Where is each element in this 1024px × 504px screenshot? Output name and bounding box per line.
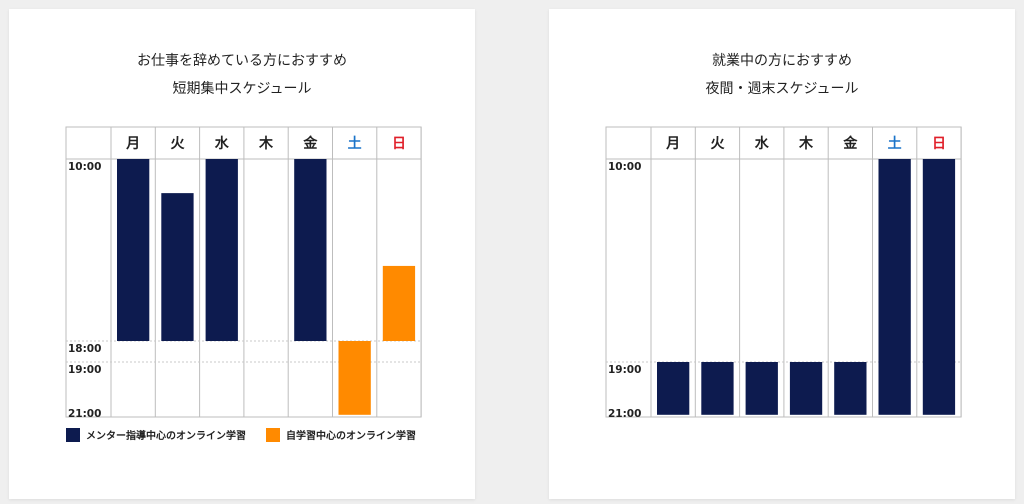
right-day-header: 火	[710, 136, 725, 152]
left-day-header: 金	[302, 135, 318, 152]
left-schedule-grid: 月 火 水 木 金 土 日 10:00 18:00 19:00 21:00	[9, 9, 475, 499]
left-time-label: 18:00	[68, 343, 101, 355]
left-day-header: 月	[125, 136, 140, 152]
legend-self-label: 自学習中心のオンライン学習	[286, 431, 416, 442]
right-bar-mentor	[878, 159, 911, 415]
left-time-label: 10:00	[68, 161, 101, 173]
right-day-header: 金	[842, 135, 858, 152]
right-bar-mentor	[922, 159, 956, 415]
right-time-label: 10:00	[608, 161, 641, 173]
right-time-label: 19:00	[608, 364, 641, 376]
left-title-line2: 短期集中スケジュール	[172, 81, 312, 97]
left-bar-mentor	[161, 193, 194, 341]
right-schedule-grid: 月 火 水 木 金 土 日 10:00 19:00 21:00	[549, 9, 1015, 499]
right-time-label: 21:00	[608, 408, 641, 420]
legend-mentor-swatch	[66, 427, 80, 442]
left-svg: 月 火 水 木 金 土 日 10:00 18:00 19:00 21:00	[65, 126, 422, 420]
right-day-header: 月	[665, 136, 680, 152]
right-bar-mentor	[834, 362, 867, 415]
right-bar-mentor	[789, 362, 823, 415]
right-day-header: 水	[755, 135, 770, 152]
left-bar-mentor	[117, 159, 150, 341]
right-svg: 月 火 水 木 金 土 日 10:00 19:00 21:00	[605, 126, 962, 420]
right-title-line2: 夜間・週末スケジュール	[705, 81, 859, 97]
left-bar-mentor	[294, 159, 327, 341]
left-time-label: 21:00	[68, 408, 101, 420]
legend-self: 自学習中心のオンライン学習	[266, 427, 416, 442]
right-title-line1: 就業中の方におすすめ	[712, 53, 852, 69]
left-time-label: 19:00	[68, 364, 101, 376]
left-day-header: 木	[258, 135, 274, 152]
left-day-header: 水	[215, 135, 230, 152]
legend-mentor-label: メンター指導中心のオンライン学習	[86, 431, 246, 442]
legend-mentor: メンター指導中心のオンライン学習	[66, 427, 246, 442]
left-schedule-card: お仕事を辞めている方におすすめ 短期集中スケジュール 月 火 水 木 金 土 日 10:00 1…	[9, 9, 475, 499]
right-day-header: 木	[798, 135, 814, 152]
legend-self-swatch	[266, 427, 280, 442]
left-bar-self	[338, 341, 371, 415]
left-day-header: 土	[348, 135, 362, 152]
right-bar-mentor	[701, 362, 734, 415]
right-bar-mentor	[745, 362, 778, 415]
left-day-header: 火	[170, 136, 185, 152]
left-bar-self	[382, 265, 416, 341]
right-day-header: 土	[888, 135, 902, 152]
left-bar-mentor	[205, 159, 238, 341]
left-title-line1: お仕事を辞めている方におすすめ	[137, 53, 347, 69]
right-bar-mentor	[657, 362, 690, 415]
right-schedule-card: 就業中の方におすすめ 夜間・週末スケジュール 月 火 水 木 金 土 日 10:00 19:00…	[549, 9, 1015, 499]
right-day-header: 日	[932, 136, 946, 152]
left-day-header: 日	[392, 136, 406, 152]
